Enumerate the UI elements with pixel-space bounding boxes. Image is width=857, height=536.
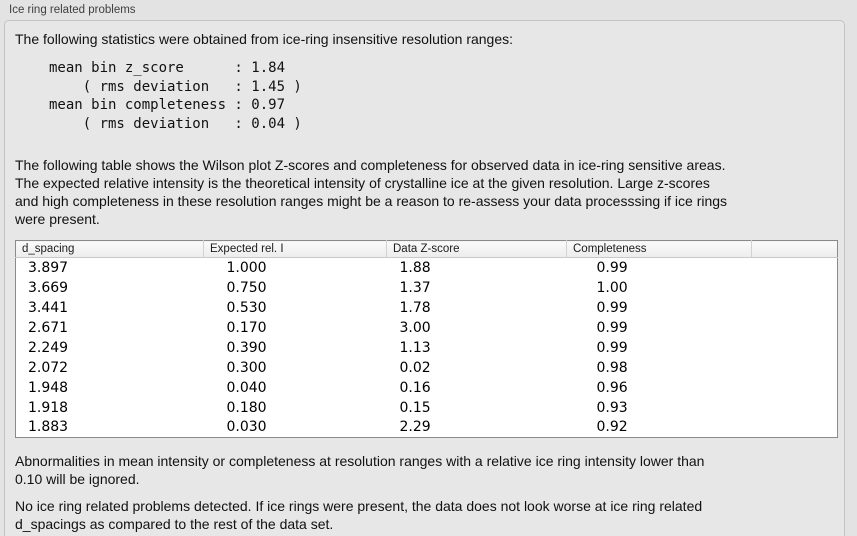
cell-d-spacing: 2.072 xyxy=(28,359,69,376)
cell-d-spacing: 3.441 xyxy=(28,299,69,316)
cell-completeness: 0.99 xyxy=(596,299,628,316)
cell-expected-rel-i: 0.030 xyxy=(226,419,267,436)
cell-completeness: 1.00 xyxy=(596,279,628,296)
table-row[interactable]: 3.669 0.750 1.37 1.00 xyxy=(16,278,838,298)
table-row[interactable]: 1.948 0.040 0.16 0.96 xyxy=(16,378,838,398)
cell-filler xyxy=(752,318,838,338)
cell-data-z-score: 0.15 xyxy=(399,399,431,416)
cell-expected-rel-i: 1.000 xyxy=(226,259,267,276)
cell-filler xyxy=(752,298,838,318)
cell-data-z-score: 1.37 xyxy=(399,279,431,296)
column-header-expected-rel-i[interactable]: Expected rel. I xyxy=(203,240,387,258)
cell-expected-rel-i: 0.530 xyxy=(226,299,267,316)
cell-filler xyxy=(752,398,838,418)
cell-expected-rel-i: 0.300 xyxy=(226,359,267,376)
cell-d-spacing: 2.671 xyxy=(28,319,69,336)
table-row[interactable]: 1.883 0.030 2.29 0.92 xyxy=(16,418,838,438)
conclusion-paragraph: No ice ring related problems detected. I… xyxy=(15,497,834,533)
cell-d-spacing: 1.883 xyxy=(28,419,69,436)
cell-expected-rel-i: 0.180 xyxy=(226,399,267,416)
cell-expected-rel-i: 0.390 xyxy=(226,339,267,356)
cell-filler xyxy=(752,338,838,358)
cell-data-z-score: 1.78 xyxy=(399,299,431,316)
paragraph-line: were present. xyxy=(15,211,100,227)
table-row[interactable]: 2.671 0.170 3.00 0.99 xyxy=(16,318,838,338)
paragraph-line: The following table shows the Wilson plo… xyxy=(15,157,726,173)
table-intro-paragraph: The following table shows the Wilson plo… xyxy=(15,156,834,228)
table-row[interactable]: 1.918 0.180 0.15 0.93 xyxy=(16,398,838,418)
cell-data-z-score: 0.02 xyxy=(399,359,431,376)
ice-ring-groupbox: The following statistics were obtained f… xyxy=(4,20,845,536)
paragraph-line: 0.10 will be ignored. xyxy=(15,471,140,487)
cell-completeness: 0.99 xyxy=(596,259,628,276)
table-row[interactable]: 2.249 0.390 1.13 0.99 xyxy=(16,338,838,358)
cell-completeness: 0.92 xyxy=(596,419,628,436)
table-body: 3.897 1.000 1.88 0.99 3.669 0.750 1.37 1… xyxy=(16,258,838,438)
table-row[interactable]: 3.897 1.000 1.88 0.99 xyxy=(16,258,838,278)
cell-filler xyxy=(752,418,838,438)
cell-filler xyxy=(752,278,838,298)
paragraph-line: No ice ring related problems detected. I… xyxy=(15,498,703,514)
cell-filler xyxy=(752,258,838,278)
table-row[interactable]: 2.072 0.300 0.02 0.98 xyxy=(16,358,838,378)
cell-d-spacing: 2.249 xyxy=(28,339,69,356)
cell-completeness: 0.98 xyxy=(596,359,628,376)
groupbox-title: Ice ring related problems xyxy=(9,4,136,16)
cell-data-z-score: 0.16 xyxy=(399,379,431,396)
cell-filler xyxy=(752,358,838,378)
paragraph-line: The following statistics were obtained f… xyxy=(15,31,514,47)
column-header-filler xyxy=(751,240,838,258)
cell-expected-rel-i: 0.040 xyxy=(226,379,267,396)
stats-block: mean bin z_score : 1.84 ( rms deviation … xyxy=(49,60,302,132)
column-header-d-spacing[interactable]: d_spacing xyxy=(15,240,204,258)
intro-paragraph: The following statistics were obtained f… xyxy=(15,30,834,48)
ice-ring-table: d_spacing Expected rel. I Data Z-score C… xyxy=(15,240,838,438)
cell-expected-rel-i: 0.170 xyxy=(226,319,267,336)
table-row[interactable]: 3.441 0.530 1.78 0.99 xyxy=(16,298,838,318)
cell-data-z-score: 3.00 xyxy=(399,319,431,336)
cell-completeness: 0.96 xyxy=(596,379,628,396)
ignore-note-paragraph: Abnormalities in mean intensity or compl… xyxy=(15,452,834,488)
cell-d-spacing: 3.669 xyxy=(28,279,69,296)
paragraph-line: d_spacings as compared to the rest of th… xyxy=(15,516,334,532)
cell-d-spacing: 1.918 xyxy=(28,399,69,416)
paragraph-line: The expected relative intensity is the t… xyxy=(15,175,710,191)
cell-completeness: 0.99 xyxy=(596,339,628,356)
column-header-completeness[interactable]: Completeness xyxy=(566,240,752,258)
table-header: d_spacing Expected rel. I Data Z-score C… xyxy=(15,240,838,258)
cell-data-z-score: 2.29 xyxy=(399,419,431,436)
cell-data-z-score: 1.13 xyxy=(399,339,431,356)
cell-data-z-score: 1.88 xyxy=(399,259,431,276)
paragraph-line: Abnormalities in mean intensity or compl… xyxy=(15,453,705,469)
cell-d-spacing: 1.948 xyxy=(28,379,69,396)
cell-completeness: 0.99 xyxy=(596,319,628,336)
cell-completeness: 0.93 xyxy=(596,399,628,416)
cell-filler xyxy=(752,378,838,398)
cell-expected-rel-i: 0.750 xyxy=(226,279,267,296)
paragraph-line: and high completeness in these resolutio… xyxy=(15,193,728,209)
cell-d-spacing: 3.897 xyxy=(28,259,69,276)
column-header-data-z-score[interactable]: Data Z-score xyxy=(386,240,567,258)
